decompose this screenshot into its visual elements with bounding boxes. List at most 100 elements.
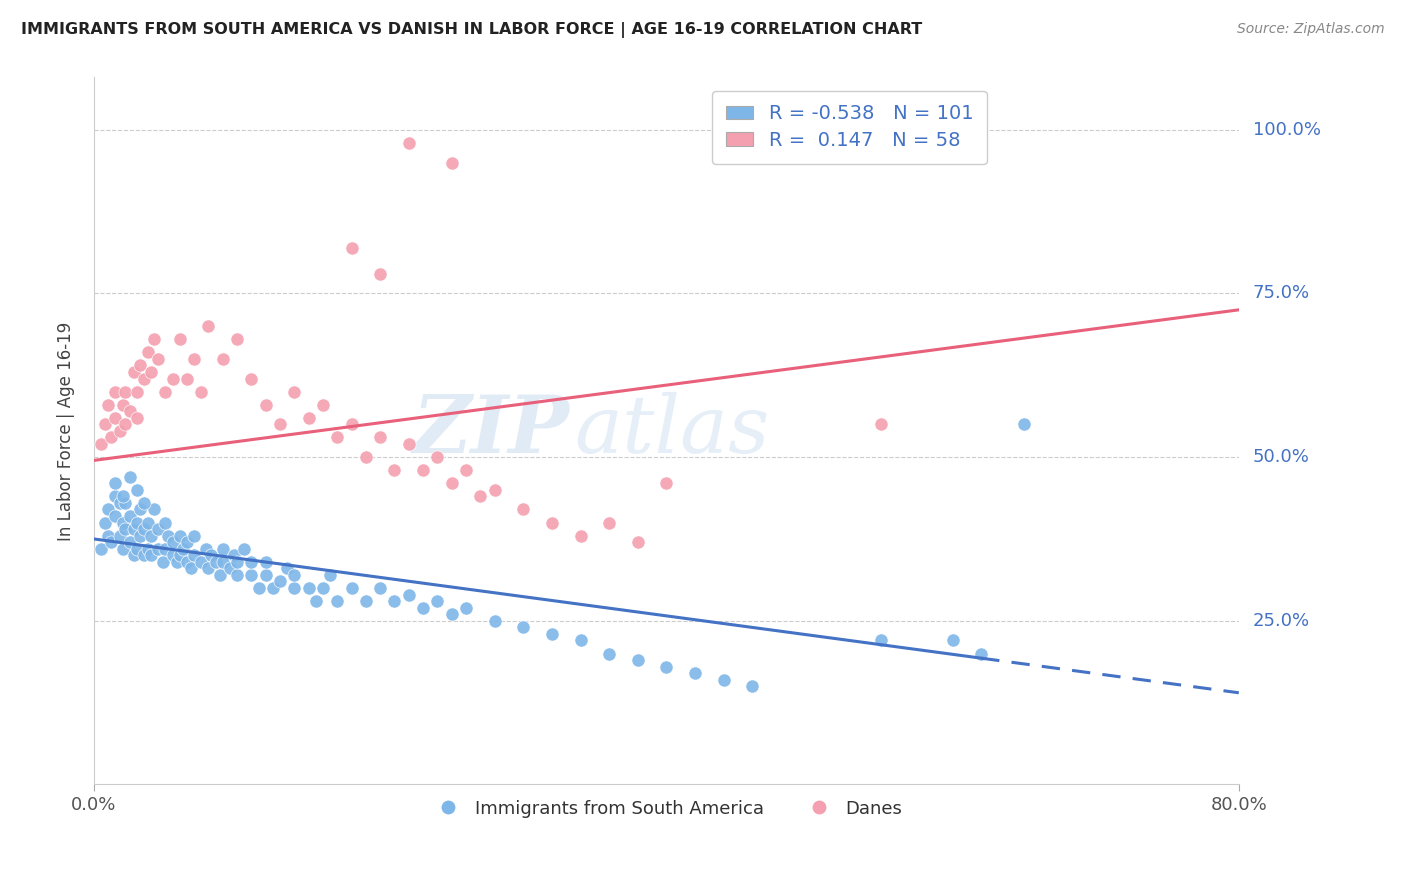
Point [713,673,735,687]
Point [627,653,650,667]
Point [155,384,177,399]
Point [569,633,592,648]
Point [1012,417,1035,432]
Point [283,568,305,582]
Point [440,607,463,622]
Point [118,404,141,418]
Point [104,489,127,503]
Point [226,568,249,582]
Point [283,581,305,595]
Point [176,555,198,569]
Point [108,424,131,438]
Point [143,332,166,346]
Point [104,509,127,524]
Point [197,319,219,334]
Point [157,529,180,543]
Point [655,476,678,491]
Point [569,529,592,543]
Point [340,417,363,432]
Point [132,496,155,510]
Point [470,489,492,503]
Point [283,384,305,399]
Point [454,600,477,615]
Point [190,555,212,569]
Y-axis label: In Labor Force | Age 16-19: In Labor Force | Age 16-19 [58,321,75,541]
Text: IMMIGRANTS FROM SOUTH AMERICA VS DANISH IN LABOR FORCE | AGE 16-19 CORRELATION C: IMMIGRANTS FROM SOUTH AMERICA VS DANISH … [21,22,922,38]
Point [169,332,191,346]
Point [148,541,170,556]
Point [319,568,342,582]
Legend: Immigrants from South America, Danes: Immigrants from South America, Danes [423,792,910,825]
Point [683,666,706,681]
Point [224,549,246,563]
Point [114,496,136,510]
Point [114,417,136,432]
Point [183,549,205,563]
Point [240,555,263,569]
Point [326,594,349,608]
Text: atlas: atlas [575,392,770,470]
Point [111,541,134,556]
Point [111,516,134,530]
Point [118,469,141,483]
Point [262,581,284,595]
Point [354,594,377,608]
Point [97,398,120,412]
Point [398,588,420,602]
Point [208,568,231,582]
Point [128,502,150,516]
Point [190,384,212,399]
Point [354,450,377,464]
Point [180,561,202,575]
Point [148,522,170,536]
Point [368,430,391,444]
Point [211,351,233,366]
Text: ZIP: ZIP [412,392,569,470]
Point [269,574,291,589]
Point [90,437,112,451]
Point [226,555,249,569]
Point [412,463,434,477]
Point [166,555,188,569]
Point [169,529,191,543]
Point [426,450,449,464]
Point [384,594,406,608]
Point [226,332,249,346]
Point [148,351,170,366]
Point [176,371,198,385]
Point [970,647,993,661]
Point [247,581,270,595]
Point [541,516,564,530]
Point [114,522,136,536]
Point [384,463,406,477]
Point [655,659,678,673]
Point [104,476,127,491]
Point [183,351,205,366]
Point [152,555,174,569]
Point [305,594,328,608]
Point [100,430,122,444]
Point [340,581,363,595]
Point [276,561,298,575]
Point [176,535,198,549]
Point [136,516,159,530]
Point [541,627,564,641]
Point [118,509,141,524]
Point [108,496,131,510]
Point [598,647,620,661]
Point [125,516,148,530]
Point [155,516,177,530]
Point [132,522,155,536]
Point [598,516,620,530]
Point [100,535,122,549]
Point [118,535,141,549]
Point [94,417,117,432]
Text: 25.0%: 25.0% [1253,612,1310,630]
Point [297,410,319,425]
Point [122,365,145,379]
Point [211,555,233,569]
Point [141,529,163,543]
Point [200,549,222,563]
Point [125,541,148,556]
Point [942,633,965,648]
